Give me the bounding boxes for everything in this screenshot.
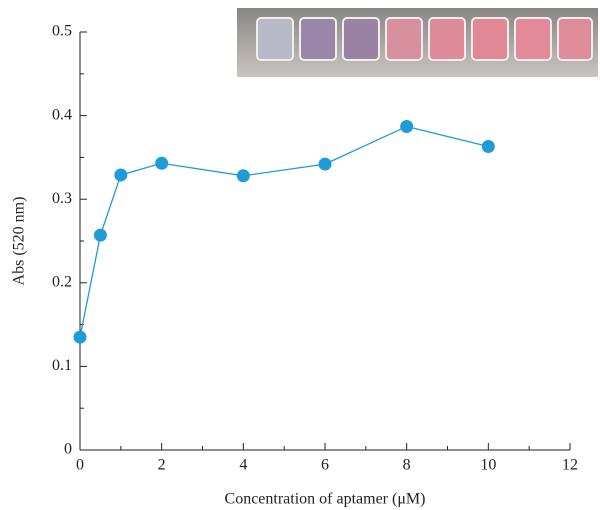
x-tick-label: 12 <box>562 457 578 474</box>
data-point <box>481 140 495 154</box>
y-tick-label: 0.4 <box>52 106 72 123</box>
x-tick-label: 6 <box>321 457 329 474</box>
x-axis-label: Concentration of aptamer (μM) <box>225 491 426 508</box>
data-point <box>155 156 169 170</box>
series-line <box>79 125 489 338</box>
y-tick-label: 0.1 <box>52 357 72 374</box>
y-tick-label: 0.5 <box>52 23 72 40</box>
data-point <box>318 157 332 171</box>
data-point <box>114 168 128 182</box>
y-tick-label: 0.2 <box>52 273 72 290</box>
x-tick-label: 0 <box>76 457 84 474</box>
data-point <box>236 169 250 183</box>
data-point <box>73 330 87 344</box>
data-point <box>93 228 107 242</box>
data-point <box>400 119 414 133</box>
x-tick-label: 2 <box>158 457 166 474</box>
y-tick-label: 0.3 <box>52 190 72 207</box>
y-axis-label: Abs (520 nm) <box>11 197 28 286</box>
x-tick-label: 10 <box>480 457 496 474</box>
x-tick-label: 4 <box>239 457 247 474</box>
y-tick-label: 0 <box>64 441 72 458</box>
cuvette-photo <box>237 8 598 77</box>
x-tick-label: 8 <box>403 457 411 474</box>
